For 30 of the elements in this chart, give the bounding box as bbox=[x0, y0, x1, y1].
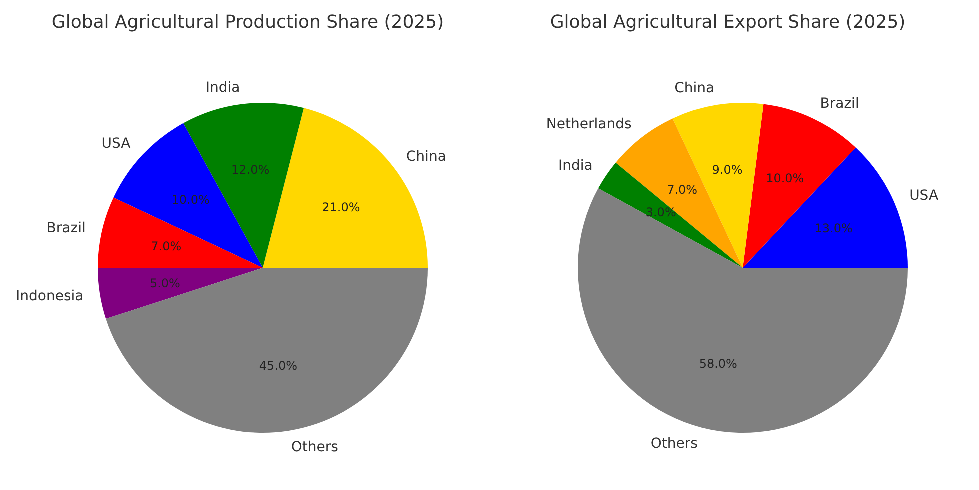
slice-label: USA bbox=[102, 136, 132, 152]
chart-title: Global Agricultural Export Share (2025) bbox=[549, 11, 907, 35]
pie-slice bbox=[106, 268, 428, 433]
slice-label: Others bbox=[291, 439, 338, 456]
data-label: 10.0% bbox=[766, 171, 804, 186]
slice-label: India bbox=[206, 80, 240, 96]
pie-slice bbox=[743, 148, 908, 268]
data-label: 21.0% bbox=[322, 200, 360, 214]
pie-slice bbox=[598, 162, 743, 268]
data-label: 7.0% bbox=[667, 182, 698, 197]
data-label: 13.0% bbox=[814, 222, 853, 236]
slice-label: Brazil bbox=[820, 96, 860, 112]
data-label: 5.0% bbox=[150, 276, 180, 290]
slice-label: Others bbox=[650, 436, 698, 452]
chart-title: Global Agricultural Production Share (2025) bbox=[50, 11, 446, 35]
slice-label: China bbox=[674, 80, 715, 97]
slice-label: India bbox=[558, 158, 593, 174]
slice-label: China bbox=[406, 148, 446, 165]
data-label: 58.0% bbox=[699, 356, 738, 371]
data-label: 45.0% bbox=[259, 358, 298, 373]
data-label: 9.0% bbox=[712, 163, 743, 178]
data-label: 3.0% bbox=[646, 205, 676, 220]
slice-label: USA bbox=[910, 188, 939, 204]
pie-slice bbox=[98, 268, 263, 319]
data-label: 7.0% bbox=[151, 239, 182, 254]
slice-label: Indonesia bbox=[16, 288, 84, 304]
data-label: 10.0% bbox=[172, 193, 210, 208]
slice-label: Brazil bbox=[46, 220, 86, 236]
data-label: 12.0% bbox=[232, 162, 270, 177]
slice-label: Netherlands bbox=[546, 116, 632, 133]
